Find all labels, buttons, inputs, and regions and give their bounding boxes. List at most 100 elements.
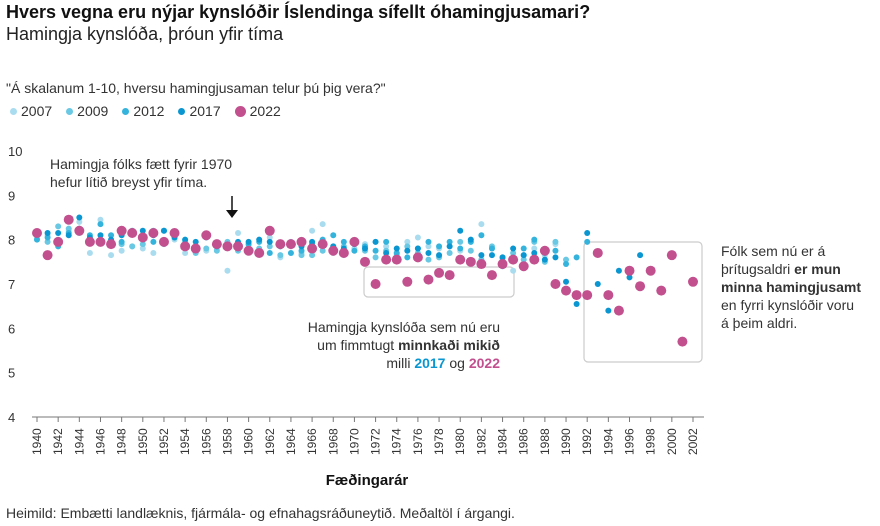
point-2022 bbox=[645, 265, 656, 276]
point-2017 bbox=[139, 227, 146, 234]
point-2022 bbox=[508, 254, 519, 265]
arrow-head-icon bbox=[226, 210, 238, 218]
point-2022 bbox=[32, 228, 42, 239]
x-tick-label: 1994 bbox=[601, 428, 615, 455]
point-2017 bbox=[256, 236, 263, 243]
point-2009 bbox=[266, 243, 273, 250]
data-points bbox=[32, 214, 698, 347]
point-2017 bbox=[584, 230, 591, 237]
point-2022 bbox=[476, 259, 487, 270]
x-tick-label: 1992 bbox=[580, 428, 594, 455]
annotation-mid-line-2-bold: minnkaði mikið bbox=[398, 337, 500, 353]
point-2017 bbox=[414, 245, 421, 252]
annotation-right-line-4: en fyrri kynslóðir voru bbox=[721, 297, 855, 313]
point-2017 bbox=[552, 254, 559, 261]
point-2007 bbox=[478, 221, 485, 228]
point-2022 bbox=[571, 290, 582, 301]
point-2012 bbox=[330, 232, 337, 239]
point-2012 bbox=[340, 238, 347, 245]
annotation-mid-line-1: Hamingja kynslóða sem nú eru bbox=[307, 319, 500, 335]
point-2012 bbox=[118, 238, 125, 245]
annotation-right-line-3: minna hamingjusamt bbox=[721, 278, 861, 296]
point-2022 bbox=[635, 281, 646, 292]
point-2017 bbox=[436, 252, 443, 259]
point-2007 bbox=[319, 221, 326, 228]
point-2022 bbox=[539, 245, 550, 256]
point-2022 bbox=[444, 270, 455, 281]
point-2022 bbox=[391, 254, 402, 265]
annotation-year-2022: 2022 bbox=[468, 355, 500, 371]
point-2012 bbox=[150, 238, 157, 245]
point-2009 bbox=[404, 243, 411, 250]
highlight-box-middle bbox=[363, 266, 515, 298]
point-2022 bbox=[666, 250, 677, 261]
legend-marker-2022 bbox=[234, 105, 246, 117]
x-tick-label: 1950 bbox=[136, 428, 150, 455]
x-tick-label: 2000 bbox=[665, 428, 679, 455]
x-tick-label: 1986 bbox=[517, 428, 531, 455]
x-tick-label: 1972 bbox=[369, 428, 383, 455]
x-tick-label: 1998 bbox=[644, 428, 658, 455]
chart-subtitle: Hamingja kynslóða, þróun yfir tíma bbox=[6, 24, 284, 44]
x-tick-label: 1948 bbox=[115, 428, 129, 455]
y-tick-label: 8 bbox=[8, 233, 15, 248]
legend-item-2009: 2009 bbox=[66, 103, 108, 119]
point-2012 bbox=[266, 249, 273, 256]
point-2022 bbox=[275, 239, 286, 250]
legend-label-2007: 2007 bbox=[21, 103, 53, 119]
annotation-pre-1970-line-2: hefur lítið breyst yfir tíma. bbox=[50, 174, 208, 190]
point-2017 bbox=[594, 281, 601, 287]
x-tick-label: 1956 bbox=[199, 428, 213, 455]
x-tick-label: 1984 bbox=[496, 428, 510, 455]
point-2007 bbox=[425, 243, 432, 250]
point-2022 bbox=[402, 276, 413, 287]
point-2009 bbox=[446, 249, 453, 256]
y-tick-label: 4 bbox=[8, 410, 15, 425]
point-2022 bbox=[529, 254, 540, 265]
point-2012 bbox=[552, 247, 559, 254]
point-2022 bbox=[688, 276, 698, 287]
point-2022 bbox=[158, 236, 169, 247]
x-axis-label: Fæðingarár bbox=[326, 472, 409, 489]
point-2012 bbox=[573, 254, 580, 261]
point-2017 bbox=[55, 230, 62, 237]
point-2017 bbox=[97, 232, 104, 239]
y-tick-label: 5 bbox=[8, 366, 15, 381]
x-tick-label: 1996 bbox=[623, 428, 637, 455]
annotation-pre-1970-line-1: Hamingja fólks fætt fyrir 1970 bbox=[50, 156, 233, 172]
point-2022 bbox=[550, 279, 561, 289]
point-2017 bbox=[520, 252, 527, 259]
point-2007 bbox=[531, 245, 538, 252]
point-2007 bbox=[309, 227, 316, 234]
point-2009 bbox=[65, 225, 72, 232]
legend-label-2009: 2009 bbox=[77, 103, 109, 119]
point-2009 bbox=[55, 223, 62, 230]
annotation-mid-line-3: milli 2017 og 2022 bbox=[308, 354, 500, 372]
point-2022 bbox=[412, 252, 423, 263]
point-2009 bbox=[129, 243, 136, 250]
point-2017 bbox=[626, 274, 633, 281]
point-2022 bbox=[592, 247, 603, 258]
point-2012 bbox=[404, 254, 411, 261]
x-tick-label: 1978 bbox=[432, 428, 446, 455]
point-2017 bbox=[245, 238, 252, 245]
point-2022 bbox=[84, 236, 95, 247]
legend-item-2022: 2022 bbox=[234, 103, 281, 119]
x-tick-label: 1964 bbox=[284, 428, 298, 455]
point-2022 bbox=[127, 228, 138, 239]
highlight-boxes bbox=[363, 241, 703, 363]
point-2009 bbox=[139, 241, 146, 248]
point-2017 bbox=[383, 249, 390, 256]
legend-item-2007: 2007 bbox=[10, 103, 52, 119]
point-2007 bbox=[235, 230, 242, 237]
point-2022 bbox=[561, 285, 572, 296]
point-2009 bbox=[563, 256, 570, 263]
point-2022 bbox=[296, 236, 307, 247]
point-2007 bbox=[224, 267, 231, 274]
annotation-thirty-year-olds: Fólk sem nú er á þrítugsaldri er mun min… bbox=[721, 242, 861, 332]
point-2012 bbox=[108, 232, 115, 239]
annotation-right-line-1: Fólk sem nú er á bbox=[721, 243, 826, 259]
point-2022 bbox=[423, 274, 434, 285]
x-tick-label: 1982 bbox=[474, 428, 488, 455]
